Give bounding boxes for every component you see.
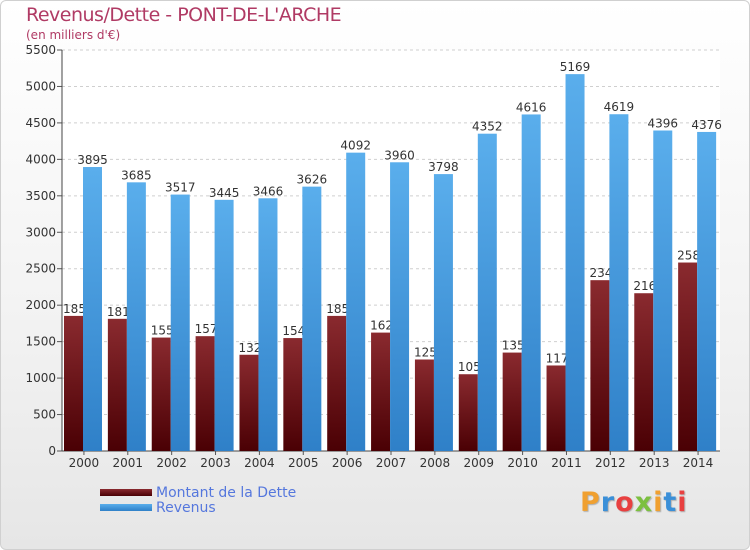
data-label-revenue-2008: 3798 [428, 160, 459, 174]
x-tick-label: 2007 [376, 456, 407, 470]
y-tick-label: 1000 [25, 371, 56, 385]
bar-debt-2010 [502, 352, 522, 451]
data-label-revenue-2002: 3517 [165, 181, 196, 195]
bar-debt-2005 [283, 338, 303, 451]
bar-revenue-2010 [521, 114, 541, 452]
y-tick-label: 1500 [25, 335, 56, 349]
x-tick-label: 2006 [332, 456, 363, 470]
x-tick-label: 2009 [463, 456, 494, 470]
x-tick-label: 2002 [156, 456, 187, 470]
legend-swatch-debt [100, 489, 152, 496]
y-tick-label: 4000 [25, 152, 56, 166]
y-tick-label: 5000 [25, 79, 56, 93]
bar-revenue-2004 [258, 198, 278, 451]
x-tick-label: 2014 [683, 456, 714, 470]
x-tick-label: 2004 [244, 456, 275, 470]
bar-debt-2009 [458, 374, 478, 451]
y-tick-label: 4500 [25, 116, 56, 130]
legend-swatch-revenue [100, 504, 152, 511]
data-label-revenue-2010: 4616 [516, 100, 547, 114]
data-label-debt-2005: 154 [282, 324, 305, 338]
y-tick-label: 3000 [25, 225, 56, 239]
bar-debt-2001 [107, 318, 127, 451]
y-tick-label: 3500 [25, 189, 56, 203]
data-label-revenue-2004: 3466 [253, 184, 284, 198]
x-tick-label: 2011 [551, 456, 582, 470]
legend-label-revenue: Revenus [156, 500, 216, 516]
x-tick-label: 2008 [420, 456, 451, 470]
data-label-debt-2007: 162 [370, 319, 393, 333]
bar-debt-2006 [327, 315, 347, 451]
x-tick-label: 2010 [507, 456, 538, 470]
data-label-debt-2001: 181 [107, 305, 130, 319]
bar-debt-2012 [590, 280, 610, 451]
data-label-debt-2011: 117 [546, 351, 569, 365]
bar-revenue-2011 [565, 74, 585, 452]
x-tick-label: 2005 [288, 456, 319, 470]
bar-revenue-2012 [609, 114, 629, 451]
data-label-revenue-2012: 4619 [604, 100, 635, 114]
data-label-revenue-2005: 3626 [297, 173, 328, 187]
bar-revenue-2013 [653, 130, 673, 451]
bar-debt-2000 [64, 315, 83, 451]
bar-debt-2014 [678, 262, 698, 451]
data-label-debt-2013: 216 [633, 279, 656, 293]
bar-revenue-2007 [390, 162, 410, 451]
bar-debt-2003 [195, 336, 215, 451]
data-label-revenue-2003: 3445 [209, 186, 240, 200]
data-label-revenue-2007: 3960 [384, 148, 415, 162]
bar-debt-2007 [371, 332, 391, 451]
data-label-revenue-2000: 3895 [77, 153, 108, 167]
bar-debt-2013 [634, 293, 654, 451]
data-label-revenue-2006: 4092 [340, 139, 371, 153]
y-tick-label: 2000 [25, 298, 56, 312]
x-tick-label: 2013 [639, 456, 670, 470]
bar-revenue-2008 [433, 174, 453, 451]
bar-debt-2004 [239, 354, 259, 451]
data-label-debt-2004: 132 [239, 341, 262, 355]
data-label-debt-2002: 155 [151, 324, 174, 338]
bar-debt-2008 [414, 359, 434, 451]
y-tick-label: 2500 [25, 262, 56, 276]
bar-revenue-2009 [477, 133, 497, 451]
y-tick-label: 500 [33, 408, 56, 422]
bar-revenue-2003 [214, 199, 234, 451]
x-tick-label: 2003 [200, 456, 231, 470]
x-tick-label: 2012 [595, 456, 626, 470]
data-label-revenue-2014: 4376 [691, 118, 722, 132]
legend-label-debt: Montant de la Dette [156, 485, 297, 501]
bar-revenue-2000 [83, 167, 102, 451]
x-tick-label: 2001 [113, 456, 144, 470]
data-label-debt-2012: 234 [589, 266, 612, 280]
proxiti-logo: Proxiti [580, 487, 688, 518]
data-label-revenue-2011: 5169 [560, 60, 591, 74]
data-label-revenue-2009: 4352 [472, 120, 503, 134]
chart-title: Revenus/Dette - PONT-DE-L'ARCHE [26, 4, 342, 26]
y-tick-label: 5500 [25, 43, 56, 57]
bar-revenue-2001 [126, 182, 146, 451]
data-label-revenue-2001: 3685 [121, 168, 152, 182]
y-tick-label: 0 [48, 444, 56, 458]
data-label-debt-2003: 157 [195, 322, 218, 336]
data-label-debt-2006: 185 [326, 302, 349, 316]
bar-revenue-2005 [302, 186, 322, 451]
bar-debt-2002 [151, 337, 171, 451]
data-label-debt-2000: 185 [63, 302, 86, 316]
bar-revenue-2006 [346, 152, 366, 451]
data-label-debt-2009: 105 [458, 360, 481, 374]
x-tick-label: 2000 [69, 456, 100, 470]
data-label-debt-2010: 135 [502, 339, 525, 353]
bar-revenue-2002 [170, 194, 190, 451]
bar-debt-2011 [546, 365, 566, 451]
bar-revenue-2014 [697, 131, 717, 451]
data-label-revenue-2013: 4396 [647, 116, 678, 130]
chart-subtitle: (en milliers d'€) [26, 28, 121, 42]
data-label-debt-2008: 125 [414, 345, 437, 359]
data-label-debt-2014: 258 [677, 249, 700, 263]
